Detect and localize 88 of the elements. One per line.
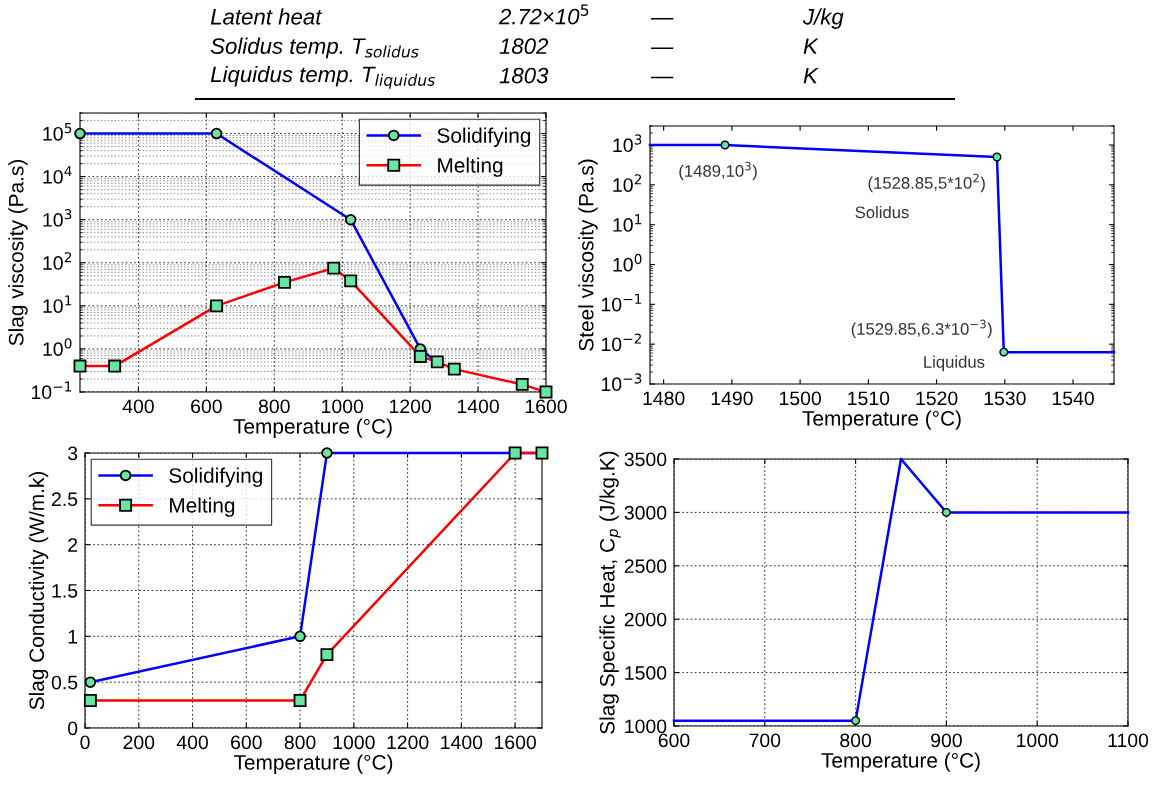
x-tick-label: 1490 [711,391,753,406]
y-tick-label: 2 [68,538,78,552]
annotation: Liquidus [924,355,985,372]
text: 1803 [499,67,549,84]
text: — [650,18,674,20]
x-tick-label: 200 [123,735,155,750]
x-tick-label: 1400 [457,399,499,414]
x-tick-label: 800 [258,399,290,414]
y-tick-label: 1000 [625,719,667,734]
x-tick-label: 1600 [525,399,567,414]
text: 2.72×10$^{5}$ [498,4,589,25]
x-tick-label: 1000 [322,399,364,414]
y-tick-label: 10$^{3}$ [43,209,72,227]
y-axis-title: Slag viscosity (Pa.s) [8,160,28,346]
y-tick-label: 10$^{−2}$ [601,333,641,352]
annotation: Solidus [855,205,909,219]
x-tick-label: 800 [284,735,316,750]
text: Latent heat [210,8,323,25]
x-tick-label: 1480 [643,391,685,406]
x-axis-title: Temperature (°C) [802,410,961,430]
y-tick-label: 10$^{1}$ [43,295,72,313]
y-tick-label: 3 [67,446,78,461]
x-tick-label: 1530 [984,391,1026,406]
y-tick-label: 1.5 [52,584,78,598]
text: 1802 [499,38,549,55]
x-tick-label: 600 [658,733,690,748]
y-tick-label: 10$^{2}$ [613,174,642,192]
y-axis-title: Steel viscosity (Pa.s) [578,159,598,351]
y-axis-title: Slag Conductivity (W/m.k) [28,471,49,710]
y-tick-label: 2000 [624,612,667,627]
y-tick-label: 10$^{2}$ [43,252,72,270]
y-tick-label: 10$^{1}$ [613,214,642,232]
x-tick-label: 400 [122,399,154,414]
x-tick-label: 800 [840,733,872,748]
y-tick-label: 10$^{−3}$ [601,373,642,392]
y-tick-label: 10$^{0}$ [43,338,72,357]
x-tick-label: 1200 [387,735,429,750]
x-tick-label: 400 [176,735,208,750]
x-tick-label: 1520 [916,391,958,406]
y-tick-label: 3000 [624,505,667,520]
y-tick-label: 0.5 [51,675,78,690]
x-tick-label: 900 [931,733,962,748]
annotation: (1529.85,6.3*10$^{−3}$) [851,319,992,339]
x-tick-label: 600 [191,399,222,414]
text: K [803,38,819,54]
x-tick-label: 1200 [390,399,432,414]
x-tick-label: 700 [749,733,781,748]
x-tick-label: 1600 [494,735,536,750]
x-tick-label: 1000 [1017,733,1059,748]
y-tick-label: 1500 [625,666,667,680]
text: — [650,47,674,49]
x-tick-label: 1100 [1108,733,1149,748]
y-tick-label: 2500 [624,559,667,574]
y-tick-label: 2.5 [52,492,78,507]
x-tick-label: 1400 [441,735,483,750]
point [992,152,1002,162]
x-tick-label: 1500 [779,391,821,406]
y-tick-label: 1 [68,630,78,644]
annotation: (1528.85,5*10$^{2}$) [868,173,985,193]
y-tick-label: 10$^{−1}$ [601,293,642,312]
x-axis-title: Temperature (°C) [233,754,393,774]
legend-label: Melting [170,497,235,517]
y-axis-title: Slag Specific Heat, C$_{p}$ (J/kg.K) [599,451,621,734]
text: K [803,67,819,84]
point [720,140,730,150]
y-tick-label: 10$^{−1}$ [31,381,72,400]
legend-label: Solidifying [169,467,262,487]
annotation: (1489,10$^{3}$) [679,161,757,181]
x-tick-label: 1540 [1052,391,1094,406]
y-tick-label: 10$^{3}$ [613,134,642,153]
text: Liquidus temp. T$_{liquidus}$ [210,65,435,89]
legend-label: Melting [438,157,503,177]
point [999,347,1009,357]
text: J/kg [802,8,844,30]
text: Solidus temp. T$_{solidus}$ [210,37,419,59]
text: — [650,76,674,79]
x-tick-label: 1000 [333,735,375,750]
x-tick-label: 1510 [848,391,890,406]
y-tick-label: 0 [68,721,78,736]
y-tick-label: 10$^{4}$ [43,166,72,184]
y-tick-label: 10$^{5}$ [43,123,72,141]
x-axis-title: Temperature (°C) [233,418,392,438]
legend-label: Solidifying [437,127,531,147]
y-tick-label: 3500 [624,452,667,467]
x-tick-label: 0 [80,735,90,750]
x-axis-title: Temperature (°C) [821,752,980,772]
x-tick-label: 600 [231,735,262,750]
y-tick-label: 10$^{0}$ [613,253,642,272]
